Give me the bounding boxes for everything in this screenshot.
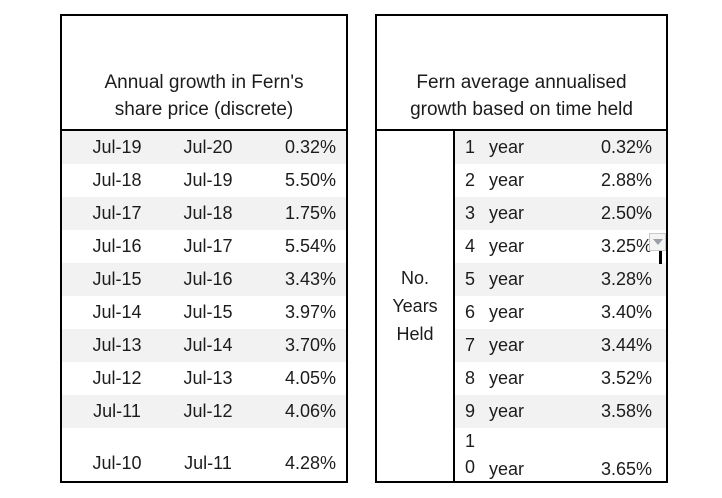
annual-growth-table-body: Jul-19 Jul-20 0.32% Jul-18 Jul-19 5.50% … [62,131,346,481]
period-start-cell[interactable]: Jul-10 [92,453,142,473]
period-start-cell[interactable]: Jul-13 [92,335,142,355]
unit-cell[interactable]: year [489,203,525,223]
years-cell[interactable]: 6 [465,302,476,322]
table-row: 6 year 3.40% [455,296,666,329]
value-cell[interactable]: 3.52% [600,368,652,388]
value-cell[interactable]: 3.58% [600,401,652,421]
growth-cell[interactable]: 4.06% [284,401,336,421]
table-row: 8 year 3.52% [455,362,666,395]
years-cell[interactable]: 4 [465,236,476,256]
growth-cell[interactable]: 5.54% [284,236,336,256]
period-end-cell[interactable]: Jul-13 [183,368,233,388]
chevron-down-icon [652,239,663,245]
period-start-cell[interactable]: Jul-15 [92,269,142,289]
table-row: 7 year 3.44% [455,329,666,362]
period-end-cell[interactable]: Jul-12 [183,401,233,421]
table-row: Jul-16 Jul-17 5.54% [62,230,346,263]
growth-cell[interactable]: 0.32% [284,137,336,157]
period-end-cell[interactable]: Jul-20 [183,137,233,157]
growth-cell[interactable]: 3.43% [284,269,336,289]
unit-cell[interactable]: year [489,401,525,421]
value-cell[interactable]: 3.65% [600,459,652,479]
years-cell[interactable]: 3 [465,203,476,223]
annual-growth-table-title: Annual growth in Fern's share price (dis… [62,16,346,131]
title-line: share price (discrete) [114,99,294,120]
table-row: 1 year 0.32% [455,131,666,164]
table-row: 3 year 2.50% [455,197,666,230]
period-start-cell[interactable]: Jul-16 [92,236,142,256]
unit-cell[interactable]: year [489,236,525,256]
period-start-cell[interactable]: Jul-12 [92,368,142,388]
table-row: 9 year 3.58% [455,395,666,428]
growth-cell[interactable]: 3.70% [284,335,336,355]
period-end-cell[interactable]: Jul-18 [183,203,233,223]
period-start-cell[interactable]: Jul-14 [92,302,142,322]
period-end-cell[interactable]: Jul-14 [183,335,233,355]
table-row: Jul-11 Jul-12 4.06% [62,395,346,428]
text-cursor [659,251,662,264]
table-row: Jul-10 Jul-11 4.28% [62,428,346,481]
growth-cell[interactable]: 5.50% [284,170,336,190]
value-cell[interactable]: 2.50% [600,203,652,223]
years-cell[interactable]: 5 [465,269,476,289]
dropdown-arrow-icon[interactable] [649,233,666,251]
table-row: 4 year 3.25% [455,230,666,263]
unit-cell[interactable]: year [489,335,525,355]
years-held-label-line: Held [396,324,434,344]
table-row: Jul-19 Jul-20 0.32% [62,131,346,164]
years-cell[interactable]: 1 [465,137,476,157]
growth-cell[interactable]: 1.75% [284,203,336,223]
years-held-label-line: Years [392,296,438,316]
growth-cell[interactable]: 4.28% [284,453,336,473]
unit-cell[interactable]: year [489,459,525,479]
years-held-label-line: No. [400,268,429,288]
years-data-column: 1 year 0.32% 2 year 2.88% 3 year 2.50% 4… [455,131,666,481]
title-line: Fern average annualised [416,72,627,93]
years-cell[interactable]: 10 [465,431,476,477]
period-start-cell[interactable]: Jul-17 [92,203,142,223]
value-cell[interactable]: 0.32% [600,137,652,157]
period-end-cell[interactable]: Jul-11 [184,453,232,473]
annual-growth-table: Annual growth in Fern's share price (dis… [60,14,348,483]
table-row: Jul-15 Jul-16 3.43% [62,263,346,296]
annualised-growth-table: Fern average annualised growth based on … [375,14,668,483]
title-line: growth based on time held [410,99,633,120]
period-start-cell[interactable]: Jul-18 [92,170,142,190]
unit-cell[interactable]: year [489,170,525,190]
years-cell[interactable]: 7 [465,335,476,355]
period-end-cell[interactable]: Jul-19 [183,170,233,190]
value-cell[interactable]: 2.88% [600,170,652,190]
years-held-label: No. Years Held [377,131,455,481]
table-row: Jul-12 Jul-13 4.05% [62,362,346,395]
table-row: 10 year 3.65% [455,428,666,483]
title-line: Annual growth in Fern's [104,72,304,93]
annualised-growth-table-title: Fern average annualised growth based on … [377,16,666,131]
years-cell[interactable]: 9 [465,401,476,421]
table-row: 5 year 3.28% [455,263,666,296]
period-start-cell[interactable]: Jul-19 [92,137,142,157]
table-row: Jul-18 Jul-19 5.50% [62,164,346,197]
value-cell[interactable]: 3.40% [600,302,652,322]
table-row: Jul-14 Jul-15 3.97% [62,296,346,329]
value-cell[interactable]: 3.28% [600,269,652,289]
period-end-cell[interactable]: Jul-15 [183,302,233,322]
years-cell[interactable]: 2 [465,170,476,190]
unit-cell[interactable]: year [489,302,525,322]
value-cell[interactable]: 3.25% [600,236,652,256]
table-row: 2 year 2.88% [455,164,666,197]
table-row: Jul-13 Jul-14 3.70% [62,329,346,362]
unit-cell[interactable]: year [489,137,525,157]
period-end-cell[interactable]: Jul-16 [183,269,233,289]
annualised-growth-table-body: No. Years Held 1 year 0.32% 2 year 2.88%… [377,131,666,481]
unit-cell[interactable]: year [489,269,525,289]
value-cell[interactable]: 3.44% [600,335,652,355]
period-start-cell[interactable]: Jul-11 [93,401,141,421]
growth-cell[interactable]: 3.97% [284,302,336,322]
period-end-cell[interactable]: Jul-17 [183,236,233,256]
years-cell[interactable]: 8 [465,368,476,388]
unit-cell[interactable]: year [489,368,525,388]
growth-cell[interactable]: 4.05% [284,368,336,388]
table-row: Jul-17 Jul-18 1.75% [62,197,346,230]
